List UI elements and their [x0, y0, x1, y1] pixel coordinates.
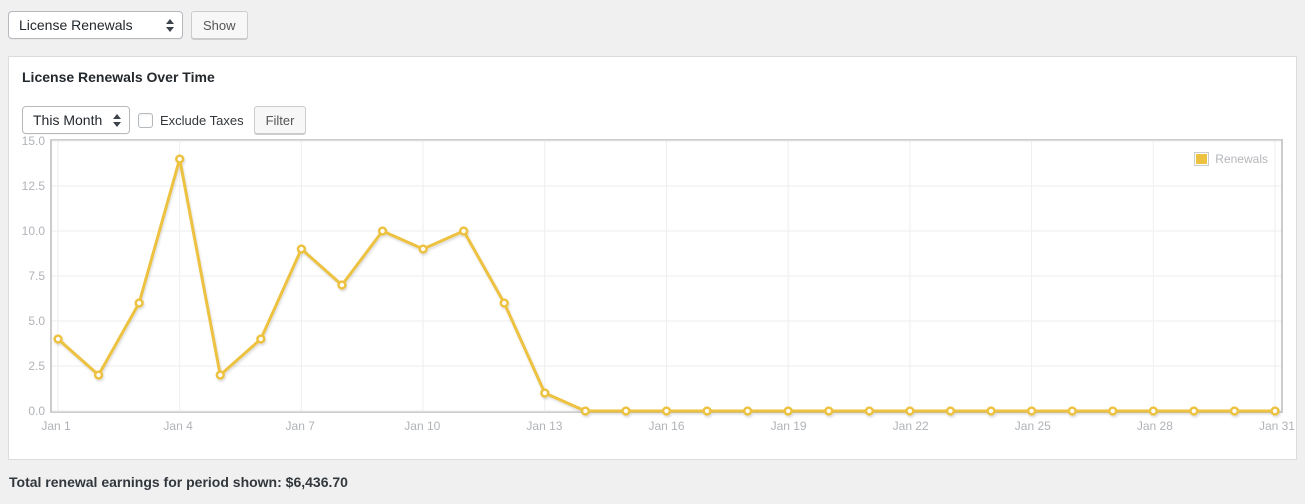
renewals-chart: 0.0 2.5 5.0 7.5 10.0 12.5 15.0 Renewals [21, 134, 1283, 418]
panel-title: License Renewals Over Time [22, 69, 215, 85]
filter-button[interactable]: Filter [253, 106, 307, 134]
y-tick-label: 10.0 [21, 224, 45, 238]
y-tick-label: 7.5 [28, 269, 45, 283]
x-tick-label: Jan 28 [1136, 419, 1173, 433]
renewals-line-chart-svg [52, 140, 1281, 416]
x-tick-label: Jan 31 [1258, 419, 1295, 433]
period-select-value: This Month [33, 112, 103, 128]
y-axis-labels: 0.0 2.5 5.0 7.5 10.0 12.5 15.0 [21, 134, 50, 418]
x-tick-label: Jan 4 [163, 419, 193, 433]
legend-label-renewals: Renewals [1215, 152, 1268, 166]
chart-legend: Renewals [1191, 150, 1271, 168]
x-axis-labels: Jan 1 Jan 4 Jan 7 Jan 10 Jan 13 Jan 16 Jan 19 J… [41, 419, 1295, 435]
y-tick-label: 2.5 [28, 359, 45, 373]
total-earnings-label: Total renewal earnings for period shown: [9, 474, 282, 490]
renewals-panel: License Renewals Over Time This Month Ex… [8, 56, 1297, 460]
exclude-taxes-checkbox[interactable] [138, 112, 153, 128]
x-tick-label: Jan 25 [1014, 419, 1051, 433]
total-earnings-amount: $6,436.70 [285, 474, 348, 490]
chart-plot-area[interactable]: Renewals [50, 139, 1283, 416]
report-type-select[interactable]: License Renewals [8, 11, 183, 39]
x-tick-label: Jan 19 [770, 419, 807, 433]
exclude-taxes-label[interactable]: Exclude Taxes [160, 112, 244, 128]
select-stepper-icon [166, 18, 174, 32]
report-type-select-value: License Renewals [19, 17, 133, 33]
x-tick-label: Jan 22 [892, 419, 929, 433]
x-tick-label: Jan 1 [41, 419, 71, 433]
select-stepper-icon [113, 113, 121, 127]
total-earnings: Total renewal earnings for period shown:… [9, 474, 1305, 490]
period-select[interactable]: This Month [22, 106, 130, 134]
legend-swatch-renewals [1194, 152, 1210, 166]
y-tick-label: 5.0 [28, 314, 45, 328]
x-tick-label: Jan 10 [404, 419, 441, 433]
reports-page: License Renewals Show License Renewals O… [0, 0, 1305, 490]
show-button[interactable]: Show [191, 11, 248, 39]
y-tick-label: 0.0 [28, 404, 45, 418]
report-type-bar: License Renewals Show [0, 0, 1305, 42]
x-tick-label: Jan 13 [526, 419, 563, 433]
y-tick-label: 12.5 [21, 179, 45, 193]
y-tick-label: 15.0 [21, 134, 45, 148]
x-tick-label: Jan 7 [285, 419, 315, 433]
chart-filters: This Month Exclude Taxes Filter [22, 106, 1283, 134]
x-tick-label: Jan 16 [648, 419, 685, 433]
